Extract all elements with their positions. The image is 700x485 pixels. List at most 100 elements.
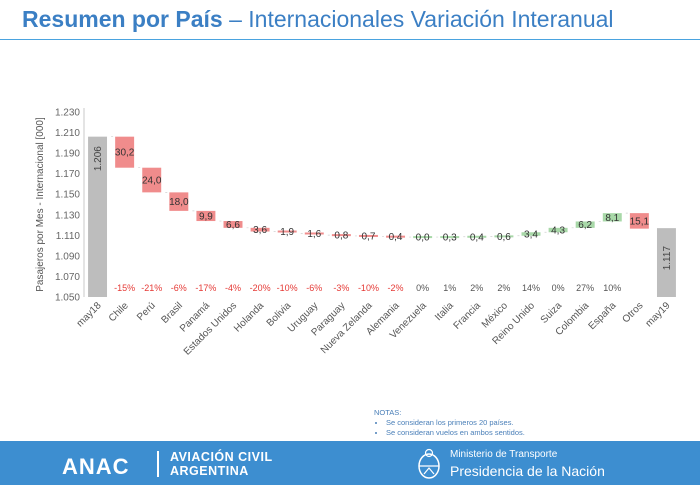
- bar-step: [629, 213, 649, 229]
- aviacion-civil-text: AVIACIÓN CIVIL ARGENTINA: [170, 450, 273, 478]
- bar-start: [88, 136, 108, 297]
- pct-label: 10%: [603, 283, 621, 293]
- bar-step: [386, 235, 406, 238]
- x-tick-label: Holanda: [232, 300, 266, 334]
- data-label: 0,4: [389, 232, 403, 243]
- pct-label: -6%: [171, 283, 187, 293]
- bar-step: [440, 236, 460, 239]
- bar-step: [467, 235, 487, 238]
- data-label: 0,4: [470, 232, 484, 243]
- x-tick-label: may19: [644, 300, 673, 329]
- x-tick-label: España: [587, 300, 619, 332]
- title-divider: [0, 39, 700, 40]
- data-label: 15,1: [630, 216, 650, 227]
- data-label: 1.206: [93, 146, 104, 171]
- pct-label: -4%: [225, 283, 241, 293]
- x-tick-label: Italia: [433, 300, 456, 323]
- bar-step: [548, 227, 568, 233]
- logo-divider: [157, 451, 159, 477]
- bar-step: [196, 210, 216, 222]
- pct-label: -6%: [306, 283, 322, 293]
- presidencia-text: Presidencia de la Nación: [450, 463, 605, 479]
- data-label: 4,3: [551, 226, 565, 237]
- bar-step: [304, 232, 324, 235]
- pct-label: -3%: [333, 283, 349, 293]
- data-label: 18,0: [169, 197, 189, 208]
- y-axis-label: Pasajeros por Mes - Internacional [000]: [35, 117, 46, 292]
- y-tick-label: 1.230: [55, 108, 80, 119]
- aviacion-line1: AVIACIÓN CIVIL: [170, 450, 273, 464]
- page-title-bold: Resumen por País: [22, 6, 223, 32]
- pct-label: 0%: [416, 283, 429, 293]
- bar-step: [142, 167, 162, 193]
- page-title: Resumen por País – Internacionales Varia…: [22, 6, 614, 33]
- data-label: 0,0: [416, 233, 430, 244]
- x-tick-label: Chile: [107, 300, 131, 324]
- data-label: 6,2: [578, 220, 592, 231]
- x-tick-label: Otros: [620, 300, 645, 325]
- pct-label: -20%: [250, 283, 271, 293]
- data-label: 0,8: [334, 231, 348, 242]
- ministerio-text: Ministerio de Transporte: [450, 449, 558, 460]
- bar-step: [575, 221, 595, 228]
- data-label: 1,9: [280, 227, 294, 238]
- aviacion-line2: ARGENTINA: [170, 464, 249, 478]
- pct-label: -10%: [277, 283, 298, 293]
- pct-label: 27%: [576, 283, 594, 293]
- bar-step: [494, 235, 514, 238]
- data-label: 1,6: [307, 229, 321, 240]
- y-tick-label: 1.170: [55, 169, 80, 180]
- pct-label: 2%: [470, 283, 483, 293]
- y-tick-label: 1.090: [55, 251, 80, 262]
- pct-label: 1%: [443, 283, 456, 293]
- data-label: 1.117: [662, 246, 673, 271]
- y-tick-label: 1.070: [55, 272, 80, 283]
- y-tick-label: 1.050: [55, 293, 80, 304]
- x-tick-label: Perú: [135, 300, 158, 323]
- notes: NOTAS: Se consideran los primeros 20 paí…: [374, 408, 525, 438]
- bar-step: [277, 230, 297, 233]
- data-label: 0,3: [443, 233, 457, 244]
- data-label: 3,4: [524, 229, 538, 240]
- y-tick-label: 1.210: [55, 128, 80, 139]
- note-item: Se consideran los primeros 20 países.: [386, 418, 525, 428]
- bar-step: [358, 234, 378, 237]
- pct-label: -21%: [141, 283, 162, 293]
- y-tick-label: 1.110: [56, 231, 81, 242]
- data-label: 30,2: [115, 148, 135, 159]
- y-tick-label: 1.150: [55, 190, 80, 201]
- data-label: 24,0: [142, 176, 162, 187]
- y-tick-label: 1.190: [55, 149, 80, 160]
- bar-step: [169, 192, 189, 211]
- bar-step: [250, 227, 270, 232]
- pct-label: -17%: [195, 283, 216, 293]
- pct-label: -2%: [388, 283, 404, 293]
- bar-step: [521, 232, 541, 236]
- bar-step: [223, 221, 243, 228]
- x-tick-label: may18: [75, 300, 104, 329]
- y-tick-label: 1.130: [55, 210, 80, 221]
- x-tick-label: Brasil: [159, 300, 184, 325]
- bar-step: [602, 213, 622, 222]
- data-label: 8,1: [605, 213, 619, 224]
- pct-label: 14%: [522, 283, 540, 293]
- bar-step: [413, 236, 433, 239]
- page-title-rest: – Internacionales Variación Interanual: [222, 6, 614, 32]
- note-item: Se consideran vuelos en ambos sentidos.: [386, 428, 525, 438]
- data-label: 6,6: [226, 220, 240, 231]
- national-crest-icon: [418, 448, 440, 479]
- x-tick-label: Francia: [452, 300, 484, 332]
- bar-step: [115, 136, 135, 168]
- data-label: 3,6: [253, 225, 267, 236]
- pct-label: 0%: [552, 283, 565, 293]
- footer-bar: ANAC AVIACIÓN CIVIL ARGENTINA Ministerio…: [0, 441, 700, 485]
- pct-label: 2%: [497, 283, 510, 293]
- anac-logo: ANAC: [62, 454, 130, 479]
- data-label: 9,9: [199, 211, 213, 222]
- bar-step: [331, 234, 351, 237]
- data-label: 0,7: [362, 231, 376, 242]
- pct-label: -10%: [358, 283, 379, 293]
- bar-end: [656, 228, 676, 297]
- data-label: 0,6: [497, 232, 511, 243]
- pct-label: -15%: [114, 283, 135, 293]
